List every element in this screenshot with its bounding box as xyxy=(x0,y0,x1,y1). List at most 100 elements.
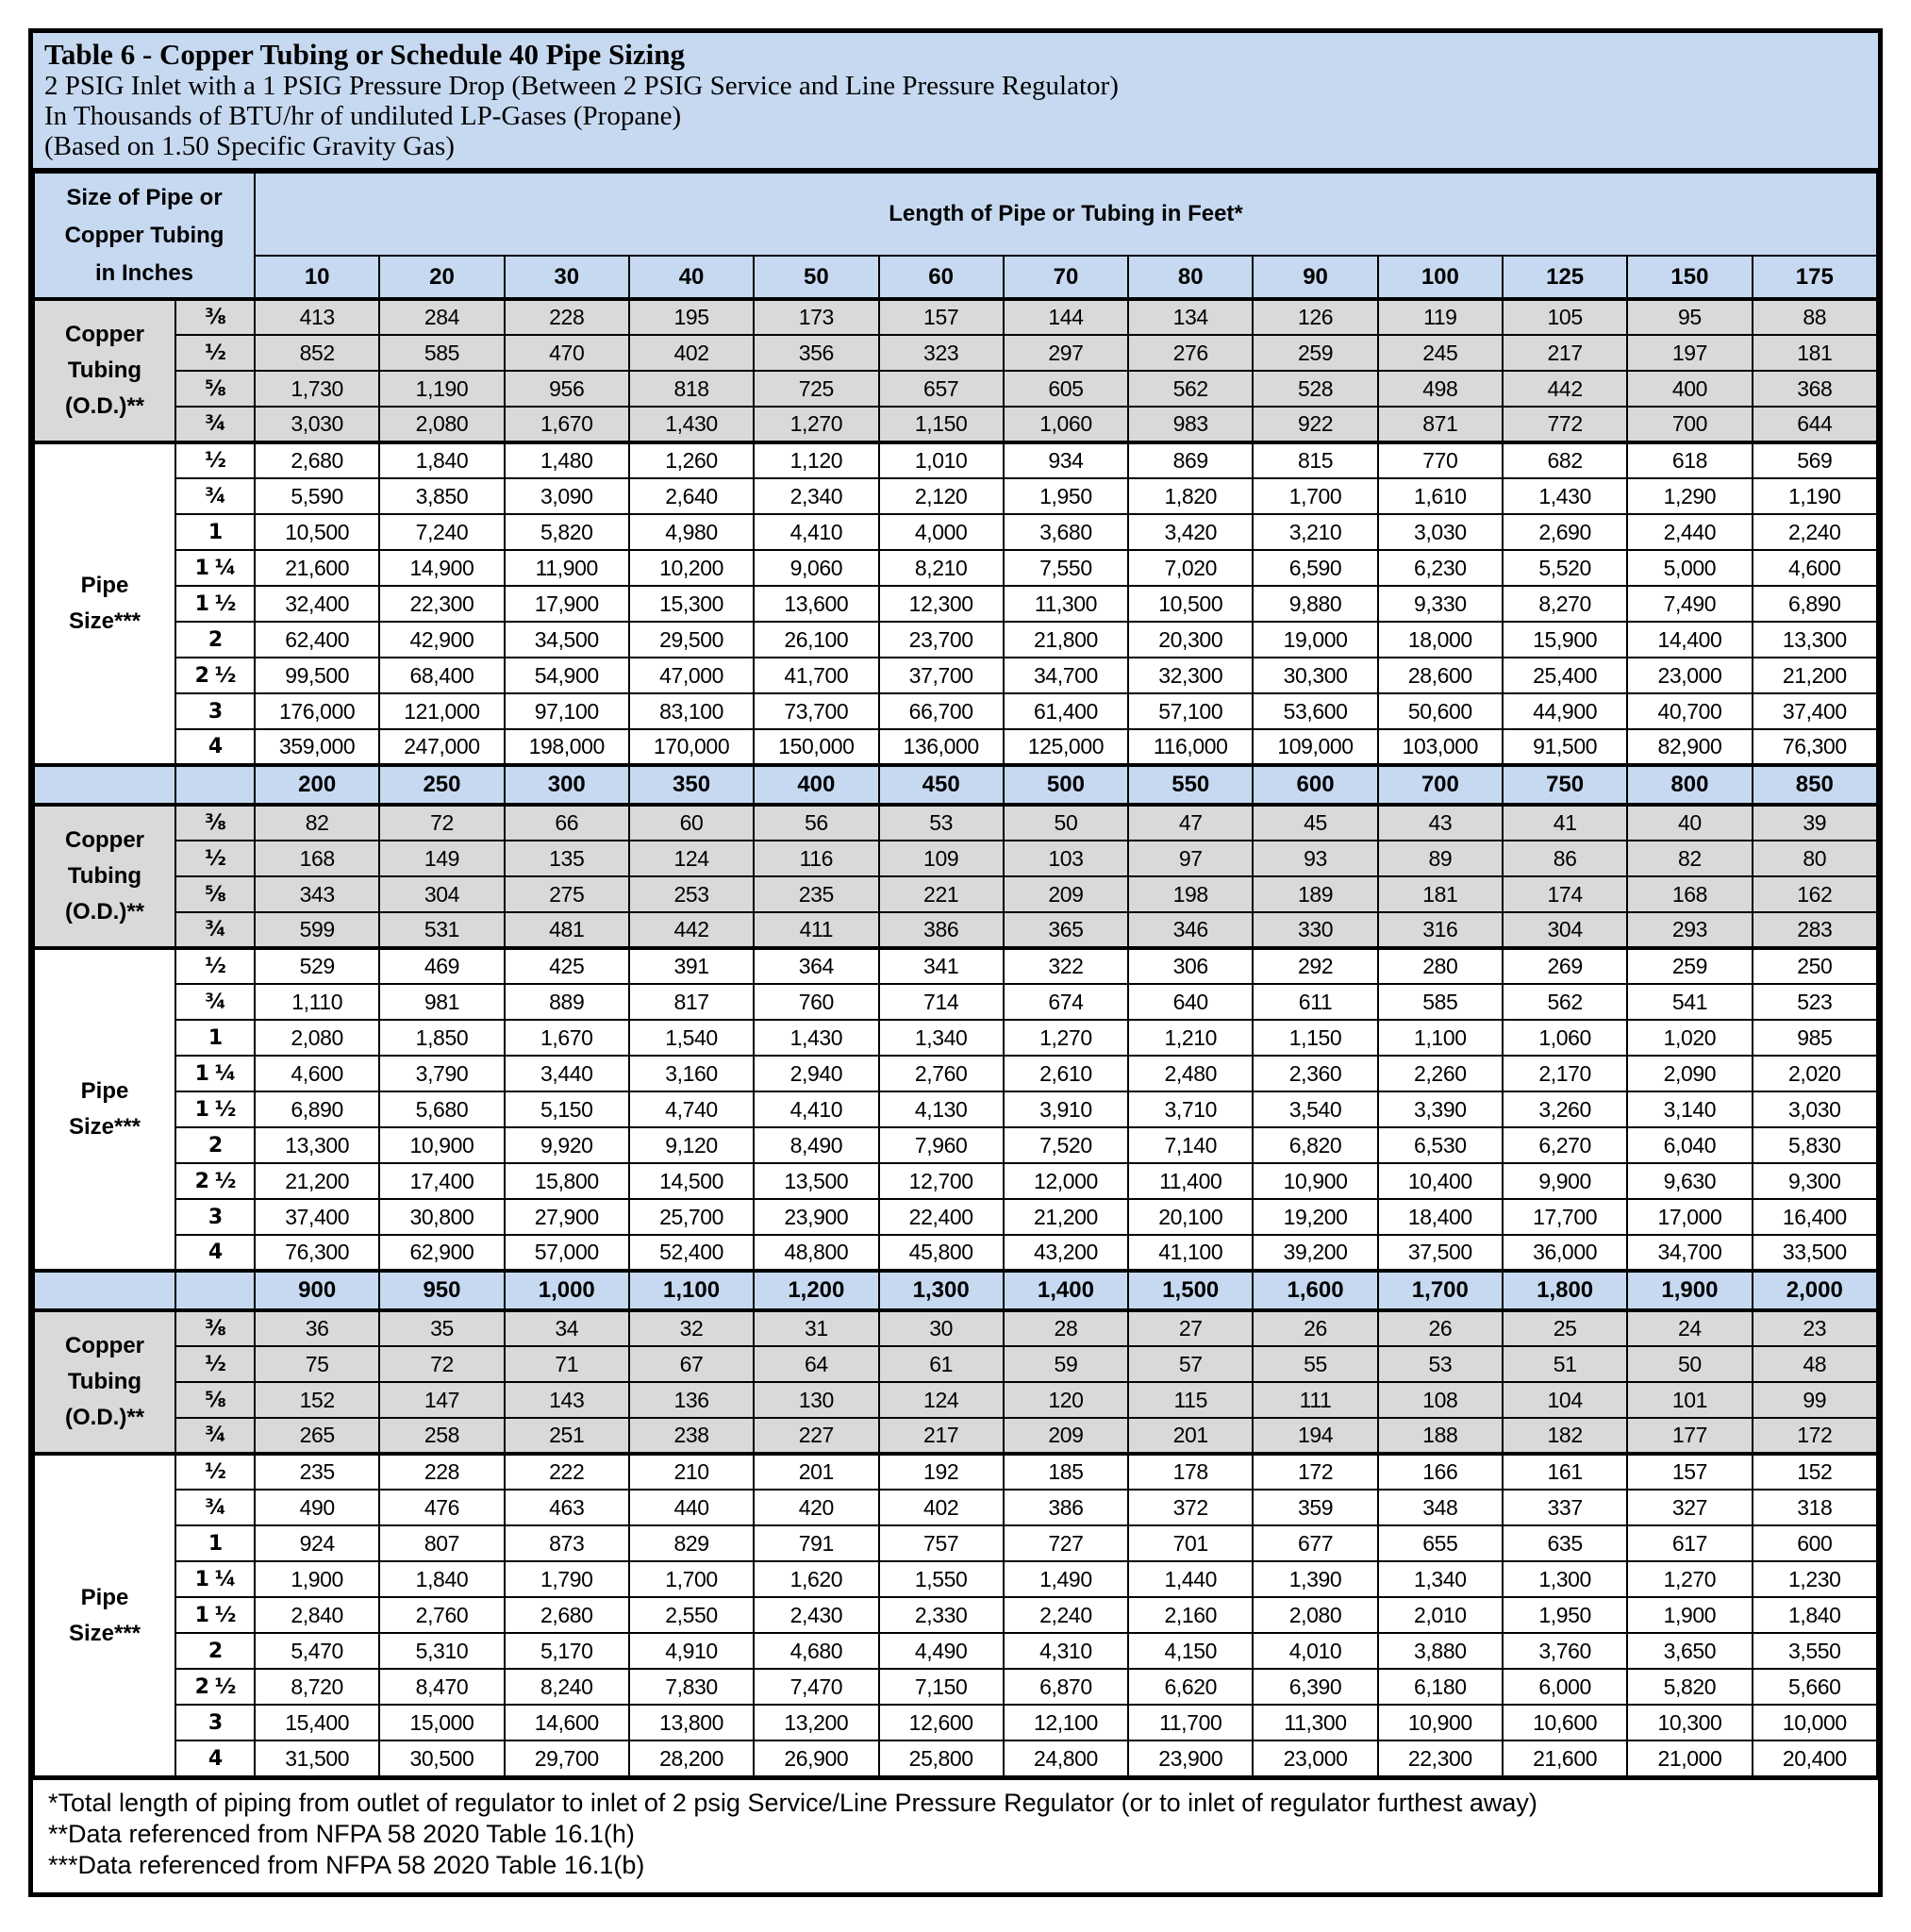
capacity-value-cell: 330 xyxy=(1252,911,1379,949)
capacity-value-cell: 3,550 xyxy=(1751,1632,1879,1670)
capacity-value-cell: 2,010 xyxy=(1376,1596,1504,1634)
capacity-value-cell: 889 xyxy=(503,983,630,1021)
capacity-value-cell: 292 xyxy=(1252,946,1379,985)
capacity-value-cell: 1,700 xyxy=(1252,477,1379,515)
capacity-value-cell: 391 xyxy=(627,946,756,985)
length-header-value: 900 xyxy=(254,1269,381,1312)
capacity-value-cell: 411 xyxy=(753,911,880,949)
capacity-value-cell: 50,600 xyxy=(1376,692,1504,730)
capacity-value-cell: 162 xyxy=(1751,875,1879,913)
capacity-value-cell: 97,100 xyxy=(503,692,630,730)
copper-row: Copper Tubing (O.D.)** ⅜ 413 284 228 195 173 157 1… xyxy=(33,297,1879,443)
capacity-value-cell: 62,900 xyxy=(378,1234,506,1272)
copper-row: Copper Tubing (O.D.)** ⅜ 36 35 34 32 31 30 28 27 26 2… xyxy=(33,1308,1879,1455)
capacity-value-cell: 341 xyxy=(877,946,1005,985)
length-header-value: 1,900 xyxy=(1626,1269,1753,1312)
capacity-value-cell: 125,000 xyxy=(1002,728,1130,766)
capacity-value-cell: 235 xyxy=(753,875,880,913)
capacity-value-cell: 413 xyxy=(254,297,381,336)
capacity-value-cell: 1,230 xyxy=(1751,1560,1879,1598)
capacity-value-cell: 80 xyxy=(1751,840,1879,877)
capacity-value-cell: 136,000 xyxy=(877,728,1005,766)
capacity-value-cell: 176,000 xyxy=(254,692,381,730)
capacity-value-cell: 168 xyxy=(254,840,381,877)
pipe-row: 4 359,000 247,000 198,000 170,000 150,000 136,… xyxy=(34,728,1879,766)
size-header-cell: Size of Pipe or Copper Tubing in Inches xyxy=(32,172,257,301)
section-label-line: Copper xyxy=(65,1333,144,1358)
length-header-value: 90 xyxy=(1252,255,1379,301)
capacity-value-cell: 18,400 xyxy=(1376,1198,1504,1236)
capacity-value-cell: 2,020 xyxy=(1751,1055,1879,1092)
capacity-value-cell: 523 xyxy=(1751,983,1879,1021)
capacity-value-cell: 5,150 xyxy=(503,1091,630,1128)
capacity-value-cell: 26,100 xyxy=(753,621,880,658)
capacity-value-cell: 9,330 xyxy=(1376,585,1504,623)
section-label-line: Pipe xyxy=(80,1584,129,1610)
capacity-value-cell: 7,150 xyxy=(877,1668,1005,1706)
capacity-value-cell: 386 xyxy=(877,911,1005,949)
capacity-value-cell: 2,840 xyxy=(254,1596,381,1634)
section-label-line: Tubing xyxy=(67,863,142,889)
capacity-value-cell: 210 xyxy=(627,1452,756,1491)
pipe-size-cell: 4 xyxy=(174,728,257,766)
capacity-value-cell: 2,440 xyxy=(1626,513,1753,551)
capacity-value-cell: 306 xyxy=(1127,946,1255,985)
pipe-size-cell: 1 ½ xyxy=(174,1596,257,1634)
capacity-value-cell: 2,170 xyxy=(1501,1055,1629,1092)
capacity-value-cell: 21,200 xyxy=(254,1162,381,1200)
capacity-value-cell: 772 xyxy=(1501,406,1629,443)
pipe-size-cell: ½ xyxy=(174,946,257,985)
capacity-value-cell: 34,700 xyxy=(1626,1234,1753,1272)
capacity-value-cell: 10,900 xyxy=(1376,1704,1504,1741)
capacity-value-cell: 725 xyxy=(753,370,880,408)
capacity-value-cell: 677 xyxy=(1252,1524,1379,1562)
copper-section-label: Copper Tubing (O.D.)** xyxy=(33,803,176,949)
capacity-value-cell: 2,260 xyxy=(1376,1055,1504,1092)
capacity-value-cell: 1,550 xyxy=(877,1560,1005,1598)
capacity-value-cell: 258 xyxy=(378,1417,506,1455)
section-label-line: Tubing xyxy=(67,1369,142,1394)
length-header-value: 100 xyxy=(1376,255,1504,301)
capacity-value-cell: 8,720 xyxy=(254,1668,381,1706)
capacity-value-cell: 2,640 xyxy=(627,477,756,515)
pipe-row: ¾ 490 476 463 440 420 402 386 372 359 348 337 327 318 xyxy=(34,1489,1879,1526)
pipe-size-cell: ¾ xyxy=(174,983,257,1021)
capacity-value-cell: 569 xyxy=(1751,441,1879,479)
capacity-value-cell: 185 xyxy=(1002,1452,1130,1491)
capacity-value-cell: 402 xyxy=(627,334,756,372)
capacity-value-cell: 34 xyxy=(503,1308,630,1347)
capacity-value-cell: 21,800 xyxy=(1002,621,1130,658)
capacity-value-cell: 105 xyxy=(1501,297,1629,336)
capacity-value-cell: 198 xyxy=(1127,875,1255,913)
capacity-value-cell: 41,100 xyxy=(1127,1234,1255,1272)
capacity-value-cell: 50 xyxy=(1002,803,1130,841)
capacity-value-cell: 1,430 xyxy=(1501,477,1629,515)
capacity-value-cell: 359,000 xyxy=(254,728,381,766)
capacity-value-cell: 250 xyxy=(1751,946,1879,985)
capacity-value-cell: 3,390 xyxy=(1376,1091,1504,1128)
capacity-value-cell: 35 xyxy=(378,1308,506,1347)
capacity-value-cell: 1,540 xyxy=(627,1019,756,1057)
capacity-value-cell: 657 xyxy=(877,370,1005,408)
capacity-value-cell: 109 xyxy=(877,840,1005,877)
capacity-value-cell: 4,310 xyxy=(1002,1632,1130,1670)
length-values-row: 200 250 300 350 400 450 500 550 600 700 750 800 850 xyxy=(33,763,1879,807)
pipe-row: Pipe Size*** ½ 2,680 1,840 1,480 1,260 1,120 1,0… xyxy=(33,441,1879,766)
capacity-value-cell: 5,170 xyxy=(503,1632,630,1670)
capacity-value-cell: 36,000 xyxy=(1501,1234,1629,1272)
section-label-line: Copper xyxy=(65,322,144,347)
capacity-value-cell: 227 xyxy=(753,1417,880,1455)
length-header-value: 850 xyxy=(1751,763,1879,807)
capacity-value-cell: 1,490 xyxy=(1002,1560,1130,1598)
capacity-value-cell: 21,600 xyxy=(254,549,381,587)
capacity-value-cell: 304 xyxy=(378,875,506,913)
pipe-size-cell: 2 xyxy=(174,1126,257,1164)
capacity-value-cell: 23,900 xyxy=(1127,1740,1255,1777)
pipe-size-cell: 4 xyxy=(174,1234,257,1272)
capacity-value-cell: 6,890 xyxy=(1751,585,1879,623)
capacity-value-cell: 36 xyxy=(254,1308,381,1347)
pipe-size-cell: 1 ¼ xyxy=(174,549,257,587)
capacity-value-cell: 655 xyxy=(1376,1524,1504,1562)
capacity-value-cell: 5,820 xyxy=(503,513,630,551)
